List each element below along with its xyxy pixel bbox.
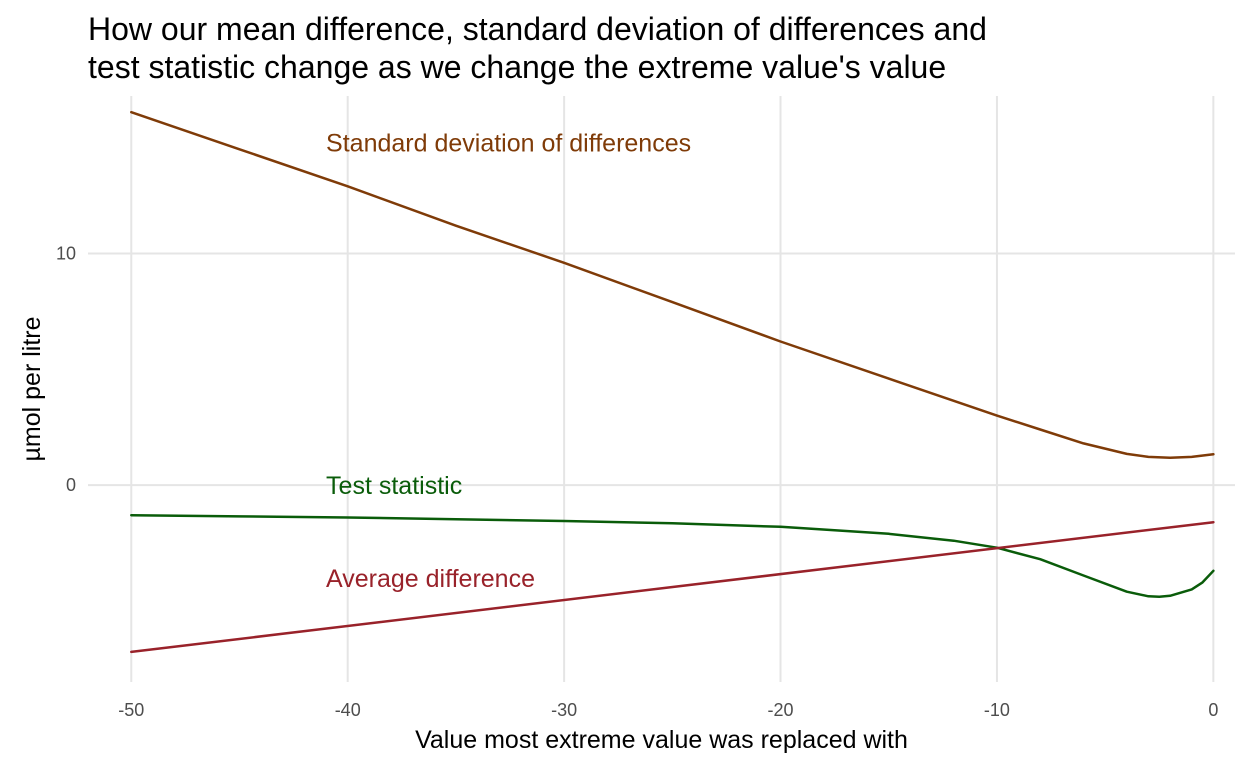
series-line-standard-deviation-of-differences	[130, 110, 1215, 460]
x-tick-label: -10	[984, 700, 1010, 720]
y-tick-label: 10	[56, 244, 76, 264]
y-axis-title: µmol per litre	[18, 317, 46, 462]
annotation-test-statistic: Test statistic	[326, 472, 462, 500]
x-tick-label: 0	[1208, 700, 1218, 720]
chart-title: How our mean difference, standard deviat…	[88, 10, 1228, 86]
x-axis-title: Value most extreme value was replaced wi…	[415, 726, 908, 754]
chart-title-line-1: How our mean difference, standard deviat…	[88, 11, 987, 47]
y-tick-label: 0	[66, 475, 76, 495]
series-line-average-difference	[130, 520, 1215, 654]
gridlines	[88, 96, 1235, 682]
x-tick-label: -20	[768, 700, 794, 720]
x-tick-label: -50	[118, 700, 144, 720]
series-lines	[130, 110, 1215, 654]
series-annotations: Standard deviation of differences Test st…	[326, 129, 691, 592]
chart-title-line-2: test statistic change as we change the e…	[88, 49, 947, 85]
x-tick-label: -30	[551, 700, 577, 720]
x-tick-label: -40	[335, 700, 361, 720]
annotation-standard-deviation-of-differences: Standard deviation of differences	[326, 129, 691, 157]
tick-labels: -50 -40 -30 -20 -10 0 0 10	[56, 244, 1218, 720]
series-line-test-statistic	[130, 513, 1215, 599]
annotation-average-difference: Average difference	[326, 565, 535, 593]
